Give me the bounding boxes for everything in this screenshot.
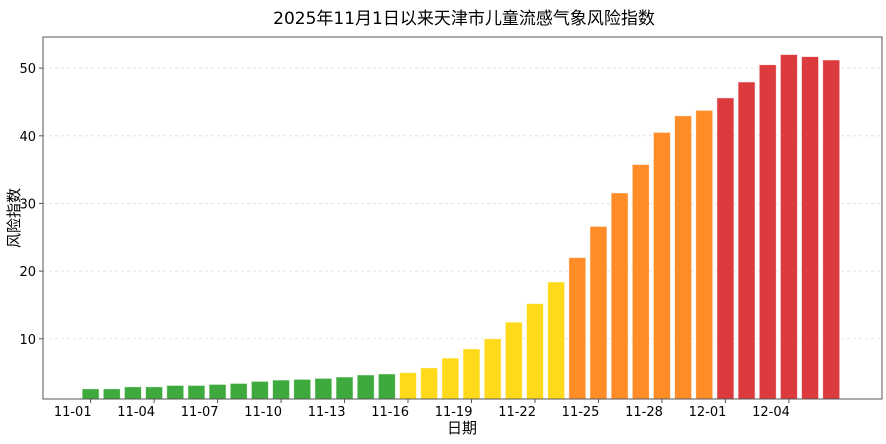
y-tick-label: 40 <box>19 130 36 145</box>
bar-11-06 <box>187 385 206 400</box>
x-tick-label: 11-28 <box>625 405 663 420</box>
bar-11-23 <box>547 281 565 400</box>
bar-11-30 <box>695 110 714 400</box>
x-tick-label: 11-19 <box>435 405 473 420</box>
x-tick-label: 11-01 <box>54 405 92 420</box>
bar-11-01 <box>81 388 100 400</box>
bar-11-26 <box>610 192 629 400</box>
bar-12-01 <box>716 97 735 400</box>
x-tick-label: 12-04 <box>752 405 790 420</box>
bar-11-14 <box>356 374 375 400</box>
x-axis: 11-01 11-04 11-07 11-10 11-13 11-16 11-19 11-22… <box>54 399 790 420</box>
bar-11-03 <box>124 386 142 400</box>
bar-11-22 <box>526 303 544 400</box>
bar-11-19 <box>462 348 481 400</box>
x-tick-label: 11-07 <box>181 405 219 420</box>
bar-11-20 <box>483 338 502 400</box>
chart-title: 2025年11月1日以来天津市儿童流感气象风险指数 <box>273 9 655 29</box>
bar-11-28 <box>653 132 671 400</box>
bar-11-08 <box>229 383 248 400</box>
bar-11-15 <box>377 373 396 400</box>
x-tick-label: 11-25 <box>562 405 600 420</box>
bar-11-17 <box>420 367 439 400</box>
bar-11-04 <box>145 386 163 400</box>
grid-lines <box>43 67 882 340</box>
bar-11-13 <box>335 376 354 400</box>
y-tick-label: 10 <box>19 333 36 348</box>
x-tick-label: 11-16 <box>371 405 409 420</box>
bar-11-10 <box>272 379 290 400</box>
bar-11-12 <box>314 377 333 400</box>
y-tick-label: 50 <box>19 62 36 77</box>
bar-12-05 <box>801 56 819 400</box>
bar-11-18 <box>441 357 460 400</box>
bar-11-11 <box>293 378 312 400</box>
y-tick-label: 30 <box>19 197 36 212</box>
x-tick-label: 11-13 <box>308 405 346 420</box>
bar-11-29 <box>674 115 692 400</box>
bar-11-09 <box>251 381 269 400</box>
bar-11-16 <box>399 372 417 400</box>
bars <box>81 54 841 400</box>
y-axis-label: 风险指数 <box>5 188 23 248</box>
plot-frame <box>42 36 883 400</box>
x-axis-label: 日期 <box>447 419 477 437</box>
y-tick-label: 20 <box>19 265 36 280</box>
x-tick-label: 11-22 <box>498 405 536 420</box>
bar-11-25 <box>589 226 608 400</box>
bar-12-02 <box>737 81 756 400</box>
bar-11-21 <box>504 321 523 400</box>
bar-11-07 <box>208 384 227 400</box>
x-tick-label: 11-10 <box>244 405 282 420</box>
bar-12-03 <box>758 64 777 400</box>
bar-12-06 <box>822 59 841 400</box>
y-axis: 10 20 30 40 50 <box>19 62 43 348</box>
bar-11-24 <box>568 257 587 400</box>
bar-11-27 <box>631 164 650 400</box>
x-tick-label: 11-04 <box>117 405 155 420</box>
bar-11-02 <box>102 388 121 400</box>
bar-11-05 <box>166 385 185 400</box>
bar-12-04 <box>780 54 798 400</box>
x-tick-label: 12-01 <box>689 405 727 420</box>
